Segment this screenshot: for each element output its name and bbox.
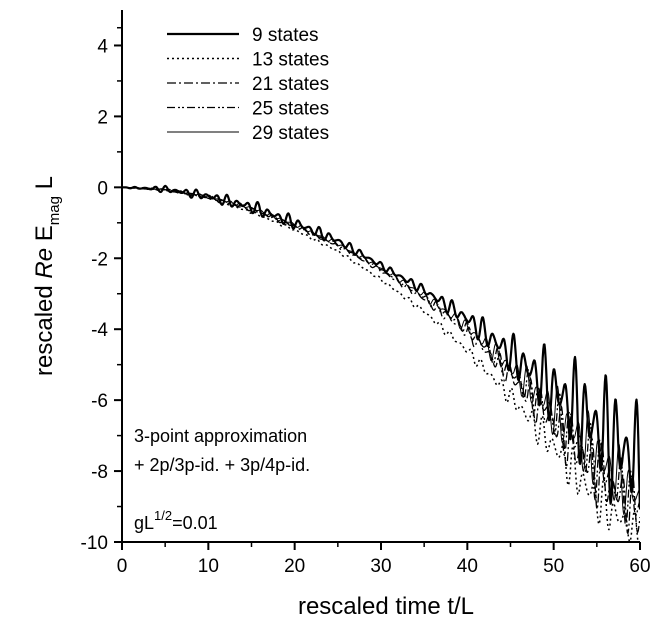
y-tick-label: -10 (81, 533, 108, 554)
y-tick-label: -4 (91, 320, 108, 341)
annotation-line-1: 3-point approximation (134, 426, 307, 446)
y-tick-label: 4 (97, 36, 108, 57)
series-line (122, 186, 640, 515)
x-axis-title: rescaled time t/L (298, 593, 474, 620)
y-axis-title: rescaled Re Emag L (31, 176, 63, 376)
series-layer (122, 184, 640, 542)
x-tick-label: 10 (198, 556, 219, 577)
y-tick-label: -6 (91, 391, 108, 412)
series-line (122, 186, 640, 527)
y-tick-label: -8 (91, 462, 108, 483)
y-tick-label: -2 (91, 249, 108, 270)
legend-label: 25 states (252, 99, 329, 120)
y-axis-ticks: -10 -8 -6 -4 -2 0 2 4 (81, 26, 122, 554)
y-tick-label: 0 (97, 178, 108, 199)
x-axis-ticks: 0 10 20 30 40 50 60 (117, 542, 651, 577)
y-tick-label: 2 (97, 107, 108, 128)
legend: 9 states 13 states 21 states 25 states 29 st… (167, 25, 329, 144)
series-line (122, 186, 639, 542)
x-tick-label: 40 (457, 556, 478, 577)
legend-label: 9 states (252, 25, 319, 46)
x-tick-label: 30 (370, 556, 391, 577)
legend-label: 29 states (252, 123, 329, 144)
legend-label: 21 states (252, 74, 329, 95)
x-tick-label: 20 (284, 556, 305, 577)
annotation-line-2: + 2p/3p-id. + 3p/4p-id. (134, 455, 310, 475)
series-line (122, 186, 640, 535)
parameter-label: gL1/2=0.01 (134, 508, 218, 533)
x-tick-label: 50 (543, 556, 564, 577)
x-tick-label: 0 (117, 556, 128, 577)
x-tick-label: 60 (629, 556, 650, 577)
legend-label: 13 states (252, 50, 329, 71)
